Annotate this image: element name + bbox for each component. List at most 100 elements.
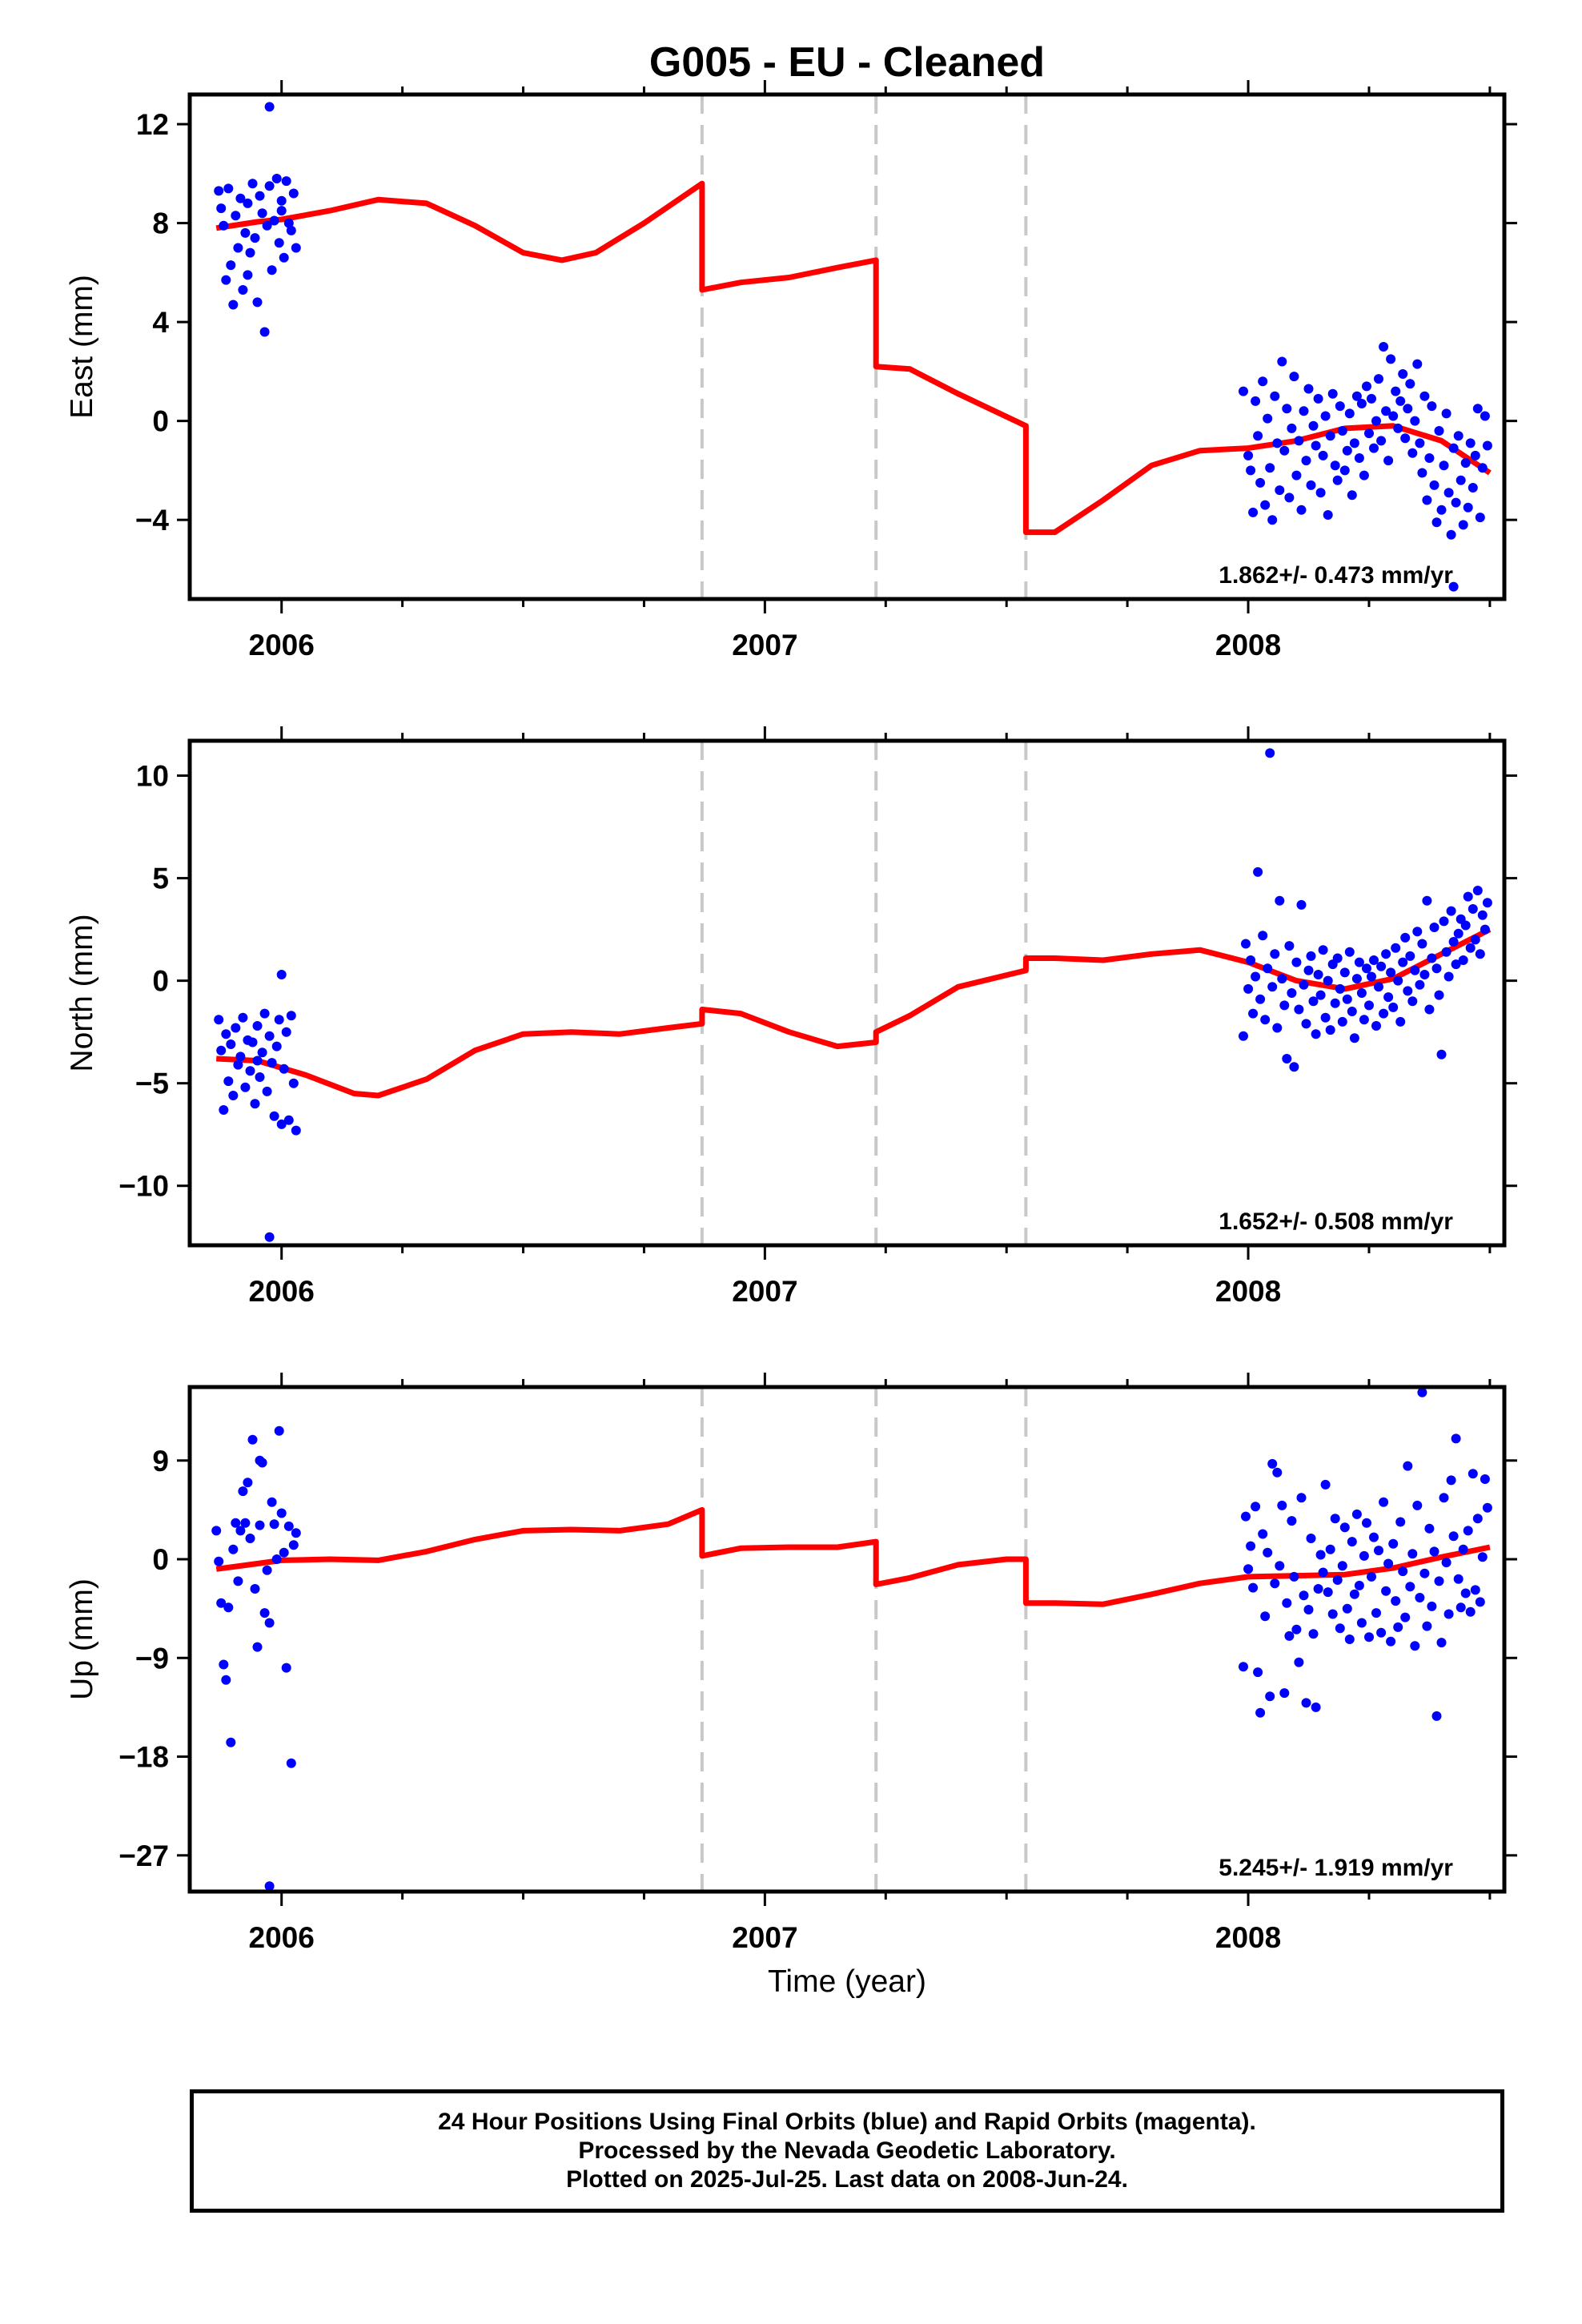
north-data-point — [1311, 1029, 1321, 1039]
north-data-point — [1431, 963, 1442, 974]
east-data-point — [257, 208, 267, 219]
north-data-point — [1395, 1016, 1406, 1027]
east-data-point — [1299, 406, 1309, 416]
up-data-point — [1472, 1514, 1483, 1524]
north-y-axis-label: North (mm) — [65, 914, 99, 1072]
north-data-point — [1291, 957, 1302, 967]
east-data-point — [262, 220, 272, 231]
up-data-point — [223, 1602, 234, 1613]
east-y-tick-label: 4 — [152, 306, 169, 339]
east-data-point — [1472, 404, 1483, 414]
up-data-point — [1482, 1502, 1492, 1513]
up-data-point — [1263, 1547, 1273, 1558]
east-data-point — [286, 225, 296, 235]
up-data-point — [1480, 1474, 1490, 1484]
up-data-point — [1354, 1580, 1364, 1590]
north-data-point — [214, 1015, 224, 1025]
north-data-point — [1388, 1002, 1399, 1012]
north-data-point — [235, 1051, 246, 1062]
east-plot-frame — [187, 92, 1507, 601]
up-data-point — [1332, 1575, 1343, 1585]
east-data-point — [1251, 396, 1261, 406]
x-axis-label: Time (year) — [768, 1964, 926, 1999]
up-data-point — [1470, 1585, 1480, 1595]
east-data-point — [1453, 431, 1464, 441]
north-data-point — [1313, 970, 1323, 979]
north-data-point — [1448, 937, 1459, 947]
north-data-point — [1381, 949, 1391, 959]
east-data-point — [1398, 369, 1408, 379]
east-x-tick-label: 2006 — [249, 629, 315, 661]
east-data-point — [1289, 372, 1299, 382]
up-data-point — [243, 1478, 253, 1488]
up-data-point — [1349, 1589, 1359, 1599]
north-data-point — [219, 1105, 229, 1115]
north-data-point — [1289, 1062, 1299, 1072]
north-data-point — [233, 1059, 243, 1070]
north-break-lines — [700, 741, 1028, 1245]
up-data-point — [1277, 1500, 1287, 1510]
up-data-point — [211, 1526, 222, 1536]
up-data-point — [1270, 1578, 1280, 1589]
north-data-point — [1241, 939, 1251, 949]
north-data-point — [1393, 975, 1403, 986]
east-data-point — [1362, 381, 1371, 392]
north-data-point — [1246, 955, 1256, 965]
east-data-point — [1327, 388, 1338, 399]
east-x-tick-label: 2007 — [732, 629, 797, 661]
north-data-point — [1318, 945, 1328, 955]
up-data-point — [1477, 1552, 1488, 1562]
east-data-point — [276, 206, 287, 216]
up-data-point — [1475, 1597, 1485, 1607]
up-data-point — [245, 1534, 255, 1543]
north-data-point — [1303, 965, 1314, 975]
north-data-point — [1248, 1008, 1259, 1019]
north-data-point — [1253, 866, 1263, 877]
north-data-point — [1443, 971, 1454, 982]
north-data-point — [1427, 953, 1437, 963]
north-data-point — [1374, 982, 1383, 992]
east-data-point — [1267, 515, 1278, 525]
up-data-point — [1253, 1667, 1263, 1678]
north-data-point — [1429, 923, 1439, 932]
north-data-point — [1419, 970, 1430, 979]
north-data-point — [252, 1021, 263, 1031]
east-data-point — [1417, 468, 1427, 478]
up-data-point — [1412, 1500, 1423, 1510]
up-data-point — [1313, 1584, 1323, 1594]
east-data-point — [250, 233, 260, 243]
east-data-point — [269, 215, 279, 226]
east-data-point — [223, 183, 234, 194]
east-data-point — [1383, 456, 1394, 466]
up-data-point — [1356, 1618, 1367, 1628]
up-data-point — [1403, 1461, 1413, 1471]
east-data-point — [1248, 507, 1259, 517]
up-plot-frame — [187, 1385, 1507, 1894]
up-data-point — [228, 1544, 239, 1554]
up-data-point — [1344, 1634, 1355, 1644]
east-data-point — [1301, 456, 1311, 466]
east-data-point — [243, 270, 253, 280]
east-data-point — [233, 243, 243, 253]
north-data-point — [1446, 906, 1456, 916]
up-model-layer — [215, 1506, 1491, 1607]
north-data-point — [1407, 996, 1418, 1007]
up-data-point — [1337, 1561, 1347, 1571]
up-data-point — [286, 1758, 296, 1768]
north-data-point — [1294, 1004, 1304, 1015]
east-data-point — [1456, 475, 1466, 485]
up-data-point — [271, 1554, 282, 1564]
north-data-point — [1282, 1054, 1292, 1063]
up-data-point — [1434, 1576, 1444, 1586]
up-data-points — [211, 1387, 1492, 1892]
north-data-point — [1424, 1004, 1435, 1015]
east-data-point — [274, 238, 284, 248]
east-data-point — [1335, 401, 1345, 412]
up-data-point — [1255, 1707, 1266, 1718]
north-data-point — [226, 1039, 236, 1049]
east-data-point — [1354, 453, 1364, 463]
north-data-point — [1458, 955, 1468, 965]
north-data-point — [1299, 979, 1309, 990]
north-data-point — [283, 1115, 294, 1125]
up-data-point — [1439, 1493, 1449, 1503]
